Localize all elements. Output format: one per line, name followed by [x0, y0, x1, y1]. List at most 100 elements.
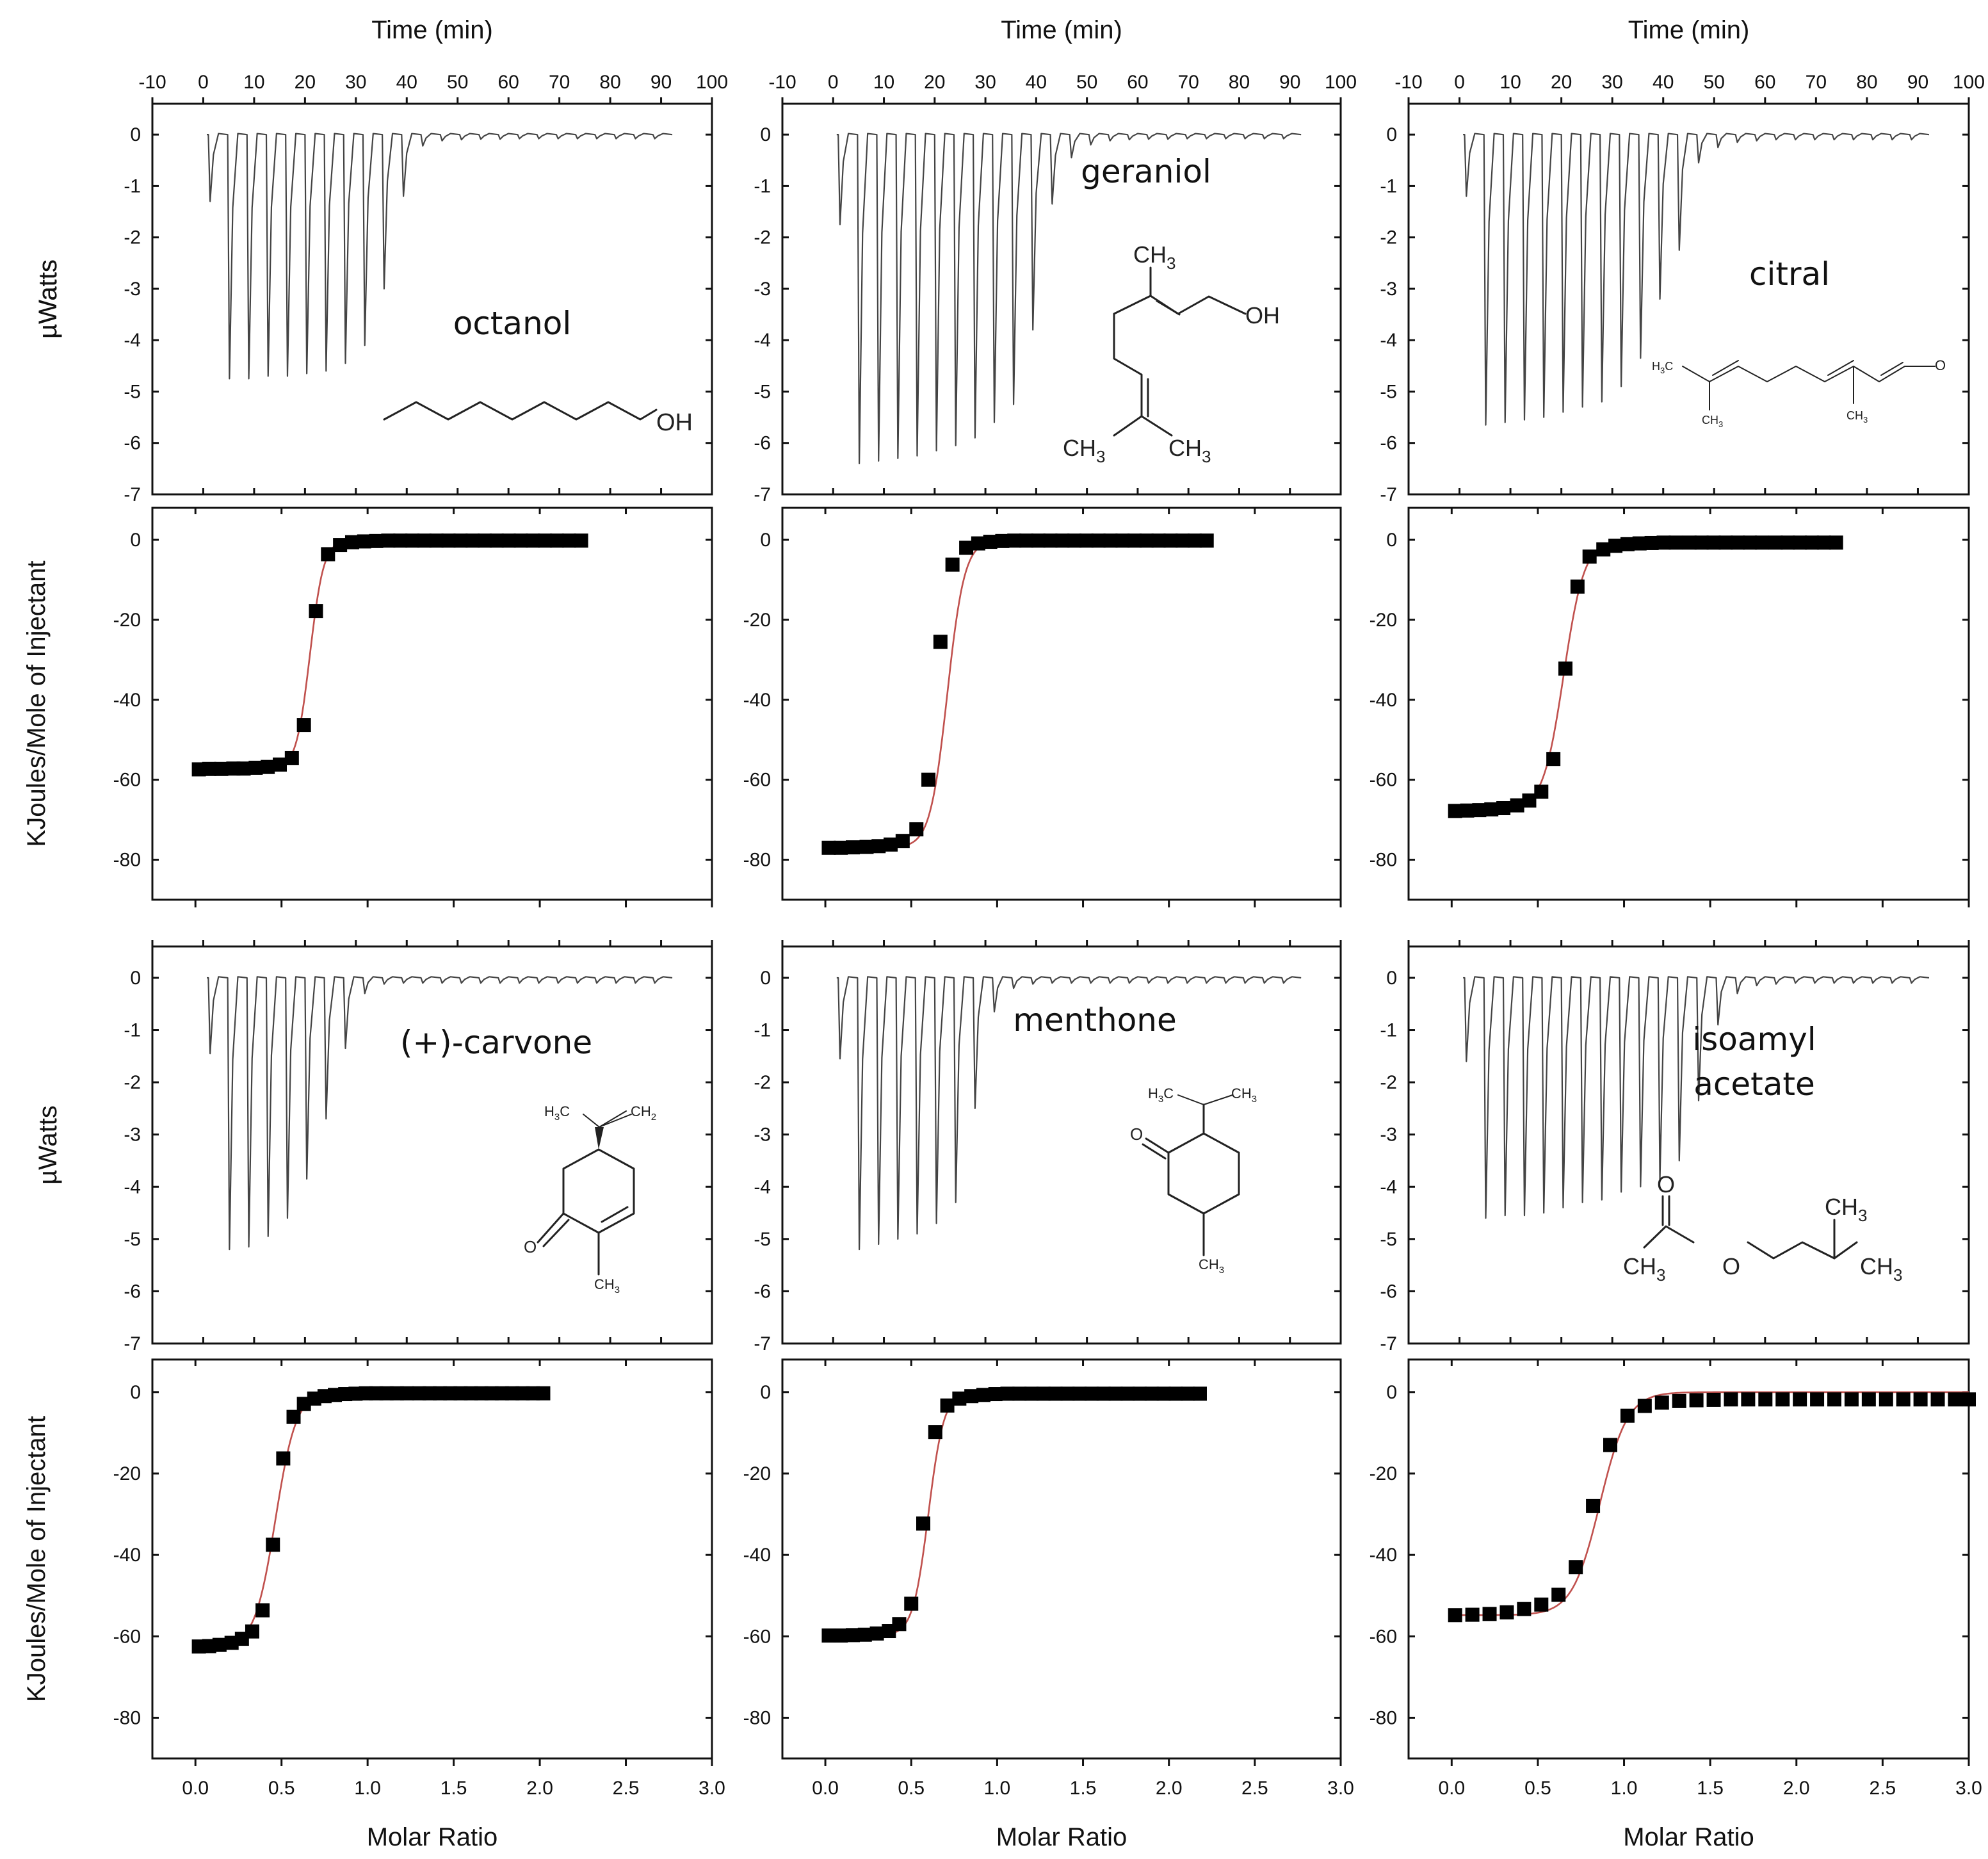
isotherm-data-point [1741, 1392, 1756, 1407]
isotherm-data-point [904, 1596, 919, 1611]
isotherm-data-point [859, 840, 874, 854]
isotherm-data-point [1827, 1392, 1841, 1407]
isotherm-y-tick-label: -80 [113, 850, 141, 871]
isotherm-data-point [1829, 535, 1843, 550]
isotherm-x-tick-label: 2.5 [1241, 1778, 1268, 1799]
isotherm-data-point [1151, 533, 1166, 548]
isotherm-data-point [995, 533, 1010, 548]
isotherm-data-point [988, 1387, 1003, 1402]
thermogram-y-tick-label: -2 [1380, 1072, 1397, 1093]
isoamyl-ch3-top: CH3 [1825, 1194, 1867, 1225]
isotherm-data-point [1144, 1386, 1159, 1401]
isotherm-y-tick-label: -40 [743, 690, 771, 711]
isotherm-x-tick-label: 1.5 [1697, 1778, 1724, 1799]
thermogram-y-tick-label: -6 [124, 1281, 141, 1302]
thermogram-trace [207, 133, 673, 380]
isotherm-data-point [1706, 535, 1721, 550]
geraniol-oh-label: OH [1245, 302, 1280, 329]
isotherm-y-tick-label: -20 [1370, 1463, 1397, 1484]
isotherm-frame [151, 507, 713, 901]
compound-label-carvone: (+)-carvone [400, 1024, 592, 1061]
isotherm-data-point [940, 1398, 955, 1413]
carvone-o-label: O [524, 1237, 537, 1256]
thermogram-y-tick-label: -6 [124, 433, 141, 454]
thermogram-x-tick-label: 10 [1499, 72, 1521, 93]
isotherm-data-point [381, 533, 396, 548]
isotherm-data-point [1694, 535, 1709, 550]
isotherm-data-point [1844, 1392, 1859, 1407]
isotherm-data-point [344, 535, 359, 549]
thermogram-y-tick-label: -3 [754, 279, 771, 300]
isotherm-data-point [1448, 1608, 1462, 1623]
isotherm-y-tick-label: -80 [1370, 1707, 1397, 1728]
isotherm-data-point [1706, 1392, 1721, 1407]
thermogram-frame [151, 102, 713, 496]
thermogram-y-tick-label: -2 [1380, 227, 1397, 248]
isotherm-fit-curve [198, 1391, 544, 1648]
thermogram-frame [1407, 102, 1970, 496]
geraniol-ch3-right: CH3 [1168, 435, 1211, 466]
isotherm-data-point [1962, 1392, 1976, 1407]
compound-label-isoamyl-line1: isoamyl [1692, 1021, 1816, 1058]
isotherm-data-point [1115, 533, 1130, 548]
isotherm-data-point [1163, 533, 1178, 548]
isotherm-x-title: Molar Ratio [1623, 1823, 1754, 1851]
isotherm-y-tick-label: -60 [113, 1626, 141, 1647]
thermogram-x-tick-label: 40 [396, 72, 417, 93]
isotherm-data-point [1043, 533, 1058, 548]
isotherm-data-point [526, 533, 540, 548]
isotherm-data-point [309, 604, 323, 619]
isotherm-fit-curve [1455, 1391, 1969, 1616]
thermogram-y-tick-label: -2 [754, 1072, 771, 1093]
isotherm-data-point [1582, 549, 1597, 564]
isotherm-data-point [248, 760, 263, 775]
compound-label-isoamyl-line2: acetate [1693, 1066, 1815, 1103]
thermogram-y-tick-label: -1 [754, 1020, 771, 1041]
isotherm-data-point [261, 759, 275, 774]
isotherm-data-point [846, 1628, 861, 1643]
isotherm-data-point [1793, 535, 1807, 550]
thermogram-x-tick-label: 90 [1279, 72, 1300, 93]
isotherm-x-tick-label: 0.5 [1524, 1778, 1551, 1799]
isotherm-data-point [296, 718, 311, 733]
isotherm-data-point [1534, 784, 1549, 799]
isotherm-x-title: Molar Ratio [367, 1823, 498, 1851]
isotherm-data-point [214, 761, 229, 776]
isotherm-frame [1407, 1358, 1970, 1760]
isotherm-data-point [1156, 1386, 1171, 1401]
isotherm-data-point [916, 1516, 931, 1531]
isotherm-y-tick-label: 0 [130, 1382, 141, 1403]
isotherm-data-point [1551, 1587, 1566, 1602]
thermogram-y-tick-label: -7 [124, 484, 141, 505]
isotherm-data-point [1546, 752, 1561, 767]
isotherm-data-point [1754, 535, 1769, 550]
thermogram-y-title: µWatts [34, 1105, 62, 1185]
isotherm-data-point [964, 1389, 979, 1404]
isotherm-data-point [1199, 533, 1214, 548]
isotherm-data-point [1816, 535, 1831, 550]
isoamyl-o-double: O [1657, 1171, 1675, 1197]
isotherm-data-point [933, 635, 948, 649]
carvone-h3c-label: H3C [544, 1103, 570, 1123]
isotherm-data-point [1127, 533, 1142, 548]
isotherm-data-point [1031, 533, 1046, 548]
isotherm-data-point [1120, 1386, 1135, 1401]
thermogram-y-tick-label: -6 [1380, 433, 1397, 454]
thermogram-y-tick-label: -5 [754, 381, 771, 402]
isotherm-fit-curve [198, 539, 581, 771]
isotherm-data-point [1055, 533, 1070, 548]
isotherm-data-point [1656, 535, 1671, 550]
thermogram-x-tick-label: 10 [873, 72, 894, 93]
isotherm-data-point [1793, 1392, 1807, 1407]
isotherm-x-tick-label: 1.0 [354, 1778, 381, 1799]
isotherm-data-point [1019, 533, 1033, 548]
isotherm-data-point [574, 533, 588, 548]
thermogram-y-tick-label: -1 [754, 175, 771, 197]
panel-----carvone: 0 -1 -2 -3 -4 -5 -6 -7 µWatts 0.0 0.5 1.0 1.5 2.0 2.5 3… [22, 940, 725, 1851]
thermogram-x-tick-label: 80 [1229, 72, 1250, 93]
isotherm-data-point [1012, 1386, 1027, 1401]
thermogram-y-tick-label: -6 [754, 433, 771, 454]
isotherm-data-point [983, 535, 998, 549]
isotherm-data-point [1682, 535, 1697, 550]
isoamyl-ch3-left: CH3 [1623, 1253, 1665, 1285]
